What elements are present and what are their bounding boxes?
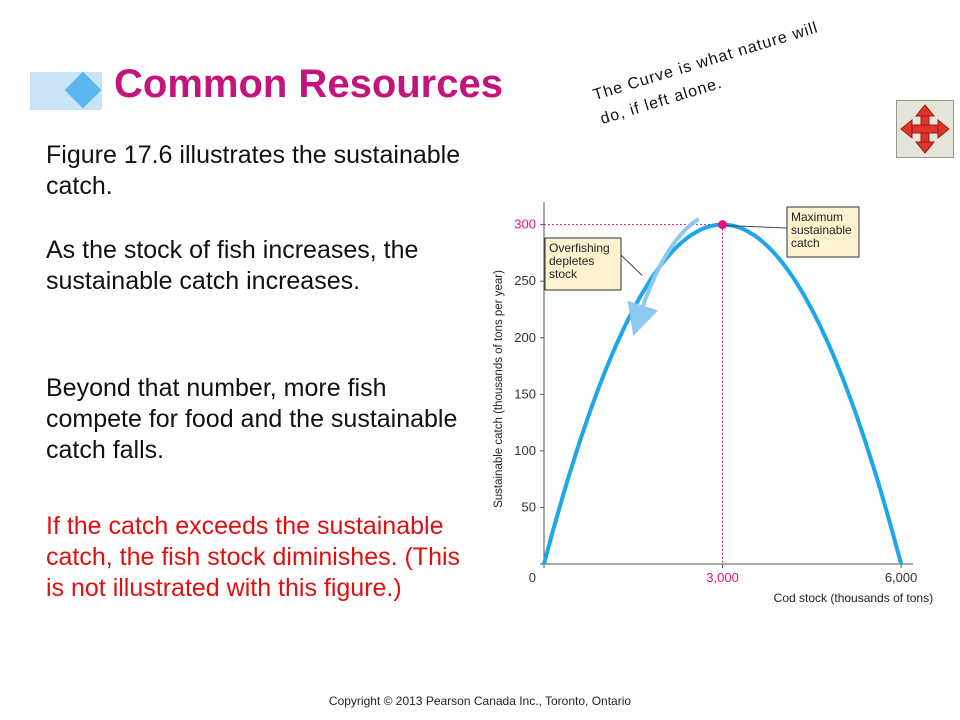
callout-text: depletes bbox=[549, 254, 594, 268]
callout-text: Maximum bbox=[791, 210, 843, 224]
y-tick-label: 200 bbox=[514, 330, 536, 345]
y-tick-label: 150 bbox=[514, 386, 536, 401]
y-tick-label: 250 bbox=[514, 273, 536, 288]
callout-box bbox=[544, 237, 622, 291]
x-tick-label: 3,000 bbox=[706, 570, 739, 585]
callout-text: stock bbox=[549, 267, 578, 281]
bullet-2: As the stock of fish increases, the sust… bbox=[46, 236, 419, 295]
x-tick-label: 0 bbox=[529, 570, 536, 585]
y-axis-label: Sustainable catch (thousands of tons per… bbox=[493, 270, 505, 508]
chart-axes bbox=[540, 202, 913, 568]
bullet-1: Figure 17.6 illustrates the sustainable … bbox=[46, 141, 461, 200]
bullet-4: If the catch exceeds the sustainable cat… bbox=[46, 512, 461, 602]
callout-leader bbox=[726, 225, 788, 229]
x-axis-label: Cod stock (thousands of tons) bbox=[774, 591, 933, 605]
callout-text: catch bbox=[791, 236, 820, 250]
bullet-3: Beyond that number, more fish compete fo… bbox=[46, 374, 458, 464]
slide-title: Common Resources bbox=[114, 62, 503, 106]
copyright-text: Copyright © 2013 Pearson Canada Inc., To… bbox=[328, 694, 632, 708]
y-tick-label: 50 bbox=[522, 499, 536, 514]
sustainable-catch-chart: 50 100 150 200 250 300 0 3,000 6,000 Cod stock (t… bbox=[493, 202, 933, 605]
callout-text: sustainable bbox=[791, 223, 852, 237]
overfishing-arrow bbox=[627, 217, 700, 337]
four-way-move-arrows-icon[interactable] bbox=[896, 100, 954, 158]
x-tick-label: 6,000 bbox=[885, 570, 918, 585]
y-tick-label: 300 bbox=[514, 217, 536, 232]
y-tick-label: 100 bbox=[514, 443, 536, 458]
callout-leader bbox=[620, 254, 643, 276]
tick-labels: 50 100 150 200 250 300 0 3,000 6,000 Cod stock (t… bbox=[493, 217, 933, 605]
curve-layer bbox=[542, 217, 904, 565]
max-point-marker bbox=[718, 220, 728, 230]
callout-text: Overfishing bbox=[549, 241, 610, 255]
callout-box bbox=[786, 206, 860, 258]
curve-annotation: The Curve is what nature will do, if lef… bbox=[590, 0, 901, 132]
